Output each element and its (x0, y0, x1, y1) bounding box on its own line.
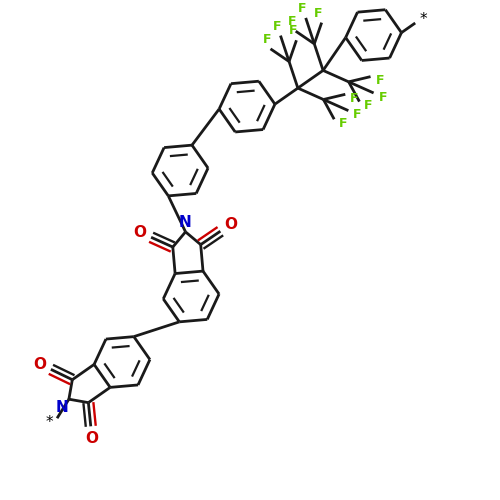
Text: F: F (339, 117, 347, 130)
Text: F: F (263, 33, 272, 46)
Text: F: F (364, 99, 373, 112)
Text: *: * (420, 12, 427, 26)
Text: F: F (353, 108, 362, 121)
Text: F: F (378, 90, 387, 104)
Text: *: * (46, 414, 53, 430)
Text: N: N (178, 216, 191, 230)
Text: O: O (134, 225, 146, 240)
Text: F: F (376, 74, 384, 87)
Text: F: F (314, 6, 323, 20)
Text: N: N (56, 400, 68, 415)
Text: F: F (273, 20, 281, 32)
Text: F: F (289, 24, 298, 38)
Text: O: O (34, 356, 46, 372)
Text: F: F (288, 15, 297, 28)
Text: F: F (350, 92, 358, 105)
Text: O: O (86, 431, 98, 446)
Text: O: O (224, 217, 237, 232)
Text: F: F (298, 2, 307, 15)
